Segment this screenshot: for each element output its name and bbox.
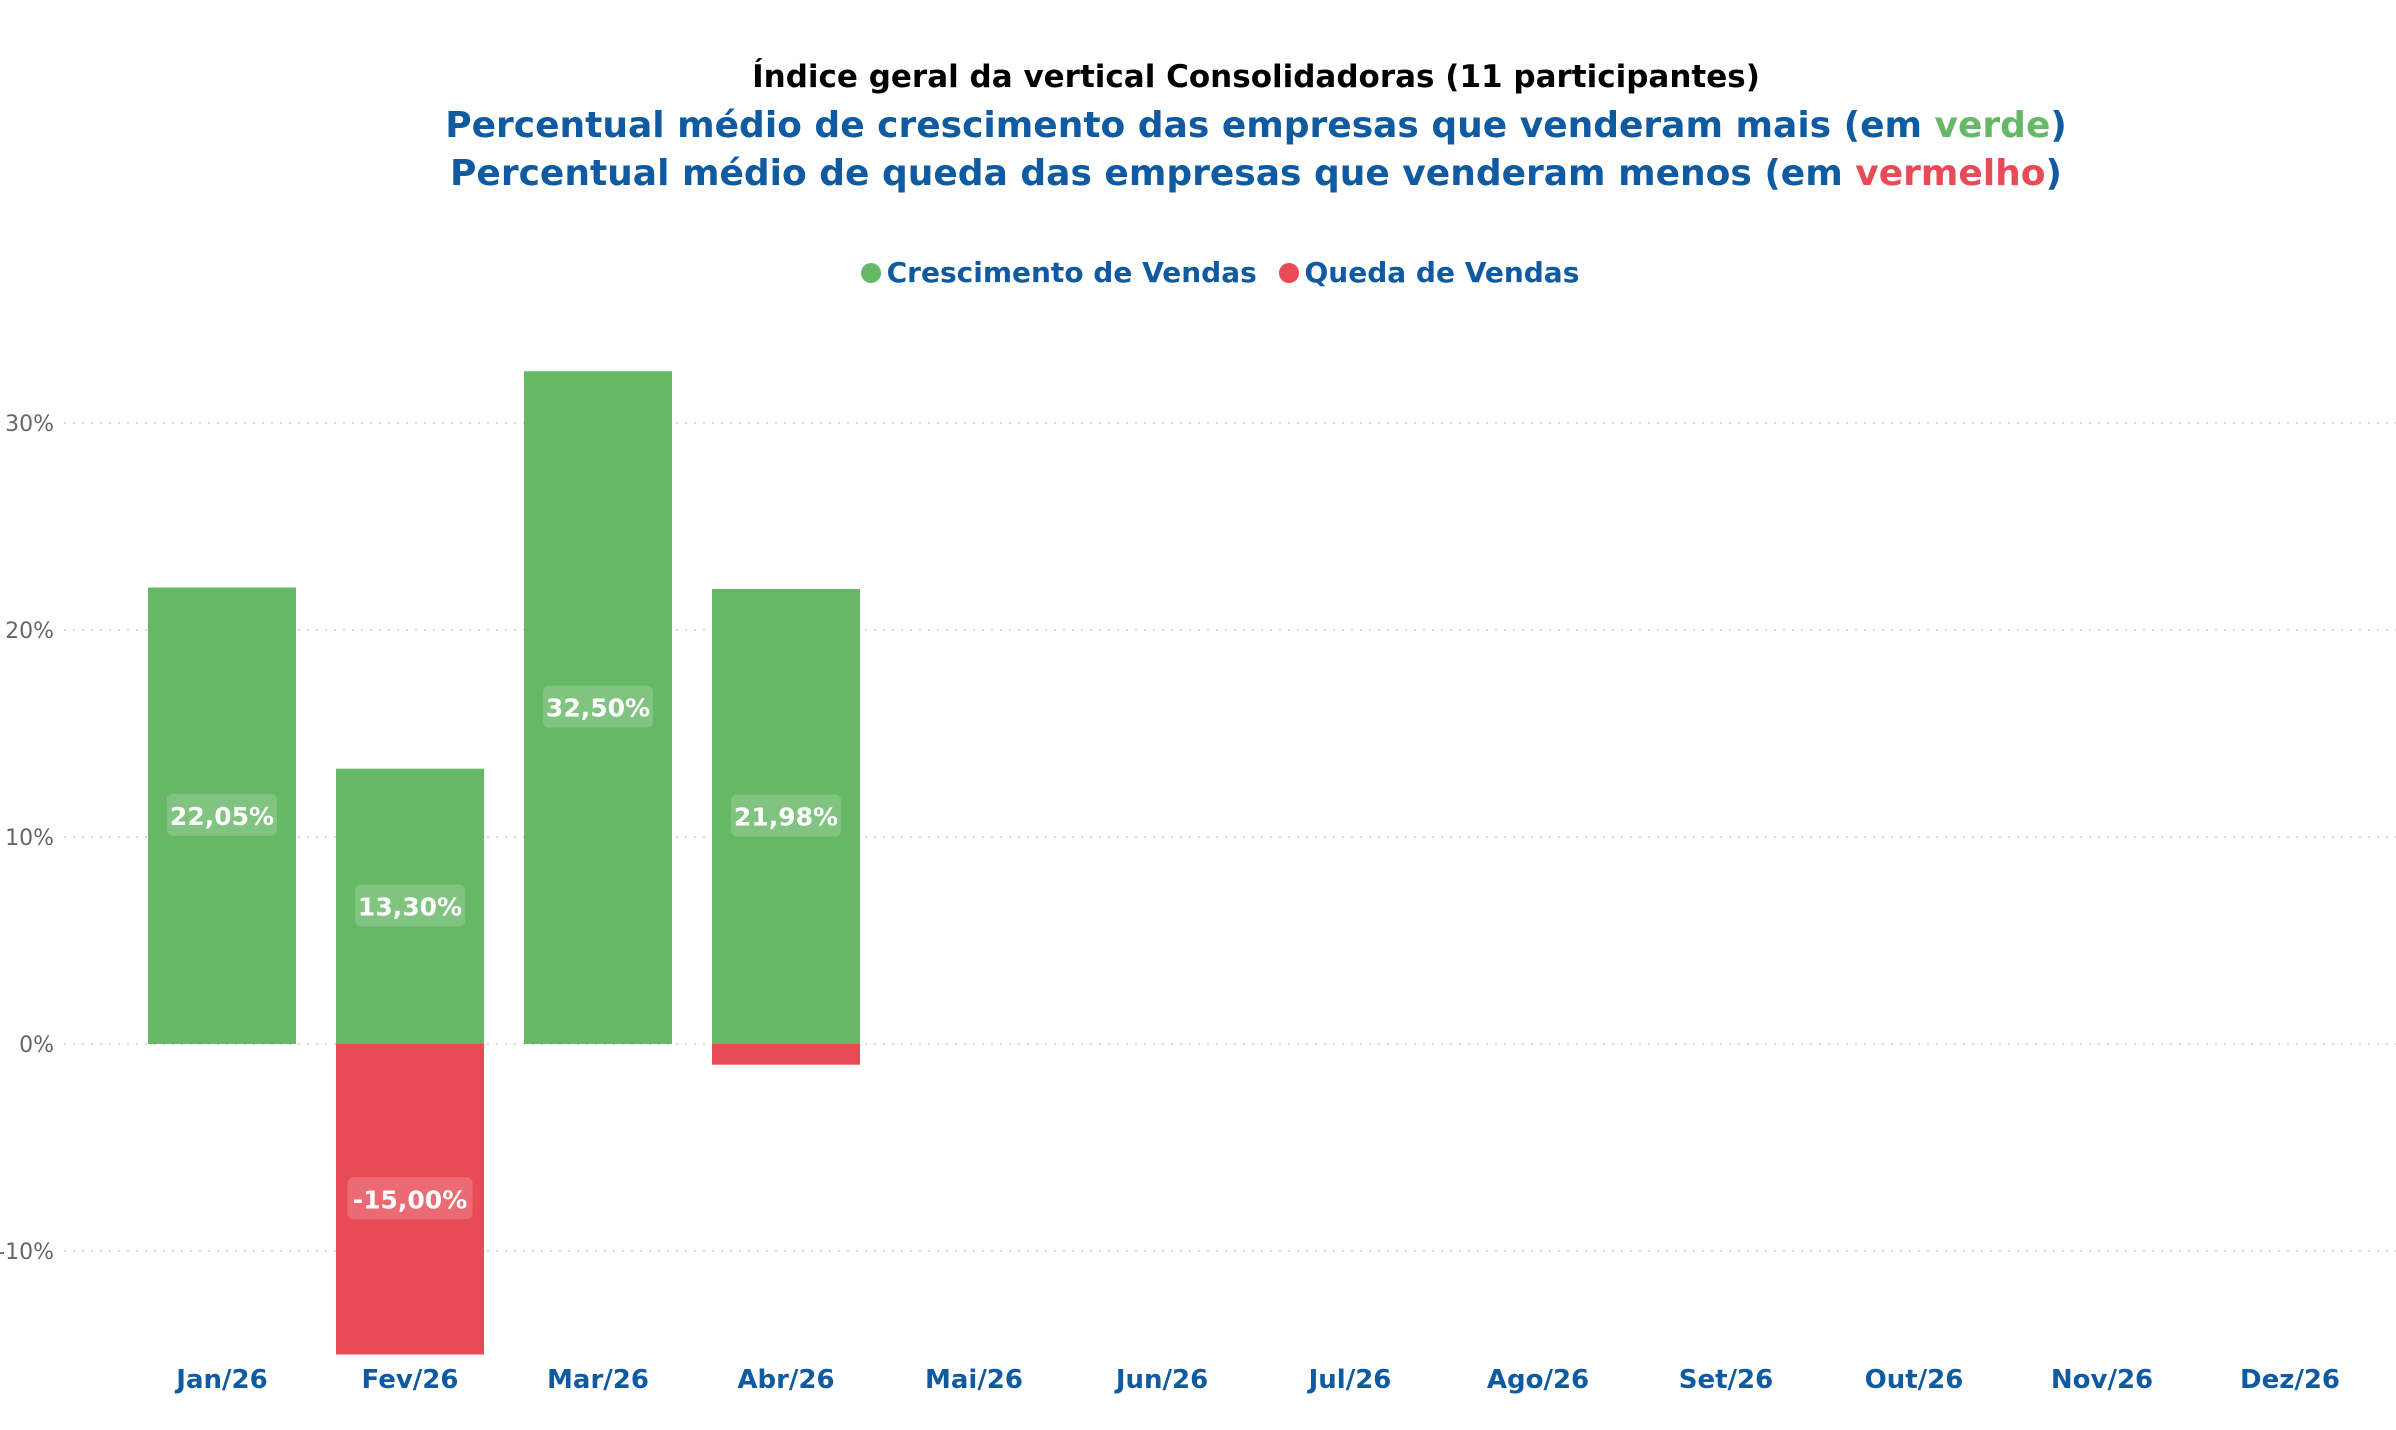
- data-label-background: [355, 884, 465, 927]
- y-tick-label: 20%: [5, 619, 54, 644]
- chart-subtitle-growth: Percentual médio de crescimento das empr…: [0, 102, 2396, 150]
- y-tick-label: 10%: [5, 826, 54, 851]
- data-label-background: [731, 794, 841, 837]
- legend-item-growth[interactable]: Crescimento de Vendas: [860, 256, 1257, 289]
- growth-bar: [524, 371, 672, 1044]
- x-category-label: Set/26: [1679, 1365, 1773, 1395]
- x-category-label: Nov/26: [2051, 1365, 2153, 1395]
- legend-decline-label: Queda de Vendas: [1304, 256, 1580, 289]
- subtitle-decline-prefix: Percentual médio de queda das empresas q…: [450, 153, 1856, 194]
- x-category-label: Out/26: [1865, 1365, 1964, 1395]
- x-category-label: Abr/26: [737, 1365, 834, 1395]
- data-label: -15,00%: [353, 1185, 468, 1214]
- legend-growth-dot-icon: [860, 262, 881, 283]
- subtitle-decline-suffix: ): [2045, 153, 2062, 194]
- y-tick-label: 30%: [5, 412, 54, 437]
- chart-title: Índice geral da vertical Consolidadoras …: [752, 59, 1760, 95]
- data-label-background: [167, 793, 277, 836]
- growth-bar: [712, 589, 860, 1044]
- y-tick-label: -10%: [0, 1240, 54, 1265]
- legend-growth-label: Crescimento de Vendas: [886, 256, 1257, 289]
- decline-bar: [712, 1044, 860, 1065]
- data-label: 21,98%: [734, 803, 838, 832]
- x-category-label: Ago/26: [1487, 1365, 1589, 1395]
- x-category-label: Mai/26: [925, 1365, 1023, 1395]
- chart-legend: Crescimento de Vendas Queda de Vendas: [0, 256, 2396, 290]
- x-category-label: Fev/26: [362, 1365, 459, 1395]
- chart-subtitle-decline: Percentual médio de queda das empresas q…: [0, 150, 2396, 198]
- y-tick-label: 0%: [19, 1033, 54, 1058]
- x-category-label: Jan/26: [174, 1365, 267, 1395]
- subtitle-growth-color-word: verde: [1934, 105, 2051, 146]
- data-label: 22,05%: [170, 802, 274, 831]
- legend-item-decline[interactable]: Queda de Vendas: [1278, 256, 1580, 289]
- subtitle-growth-prefix: Percentual médio de crescimento das empr…: [445, 105, 1935, 146]
- data-label-background: [543, 685, 653, 728]
- x-category-label: Dez/26: [2240, 1365, 2340, 1395]
- data-label: 13,30%: [358, 892, 462, 921]
- x-category-label: Jun/26: [1114, 1365, 1208, 1395]
- growth-bar: [336, 768, 484, 1044]
- x-category-label: Mar/26: [547, 1365, 649, 1395]
- legend-decline-dot-icon: [1278, 262, 1299, 283]
- subtitle-growth-suffix: ): [2050, 105, 2067, 146]
- x-category-label: Jul/26: [1307, 1365, 1392, 1395]
- decline-bar: [336, 1044, 484, 1355]
- data-label: 32,50%: [546, 694, 650, 723]
- growth-bar: [148, 587, 296, 1044]
- chart-title-block: Índice geral da vertical Consolidadoras …: [0, 52, 2396, 198]
- subtitle-decline-color-word: vermelho: [1855, 153, 2046, 194]
- data-label-background: [347, 1177, 473, 1220]
